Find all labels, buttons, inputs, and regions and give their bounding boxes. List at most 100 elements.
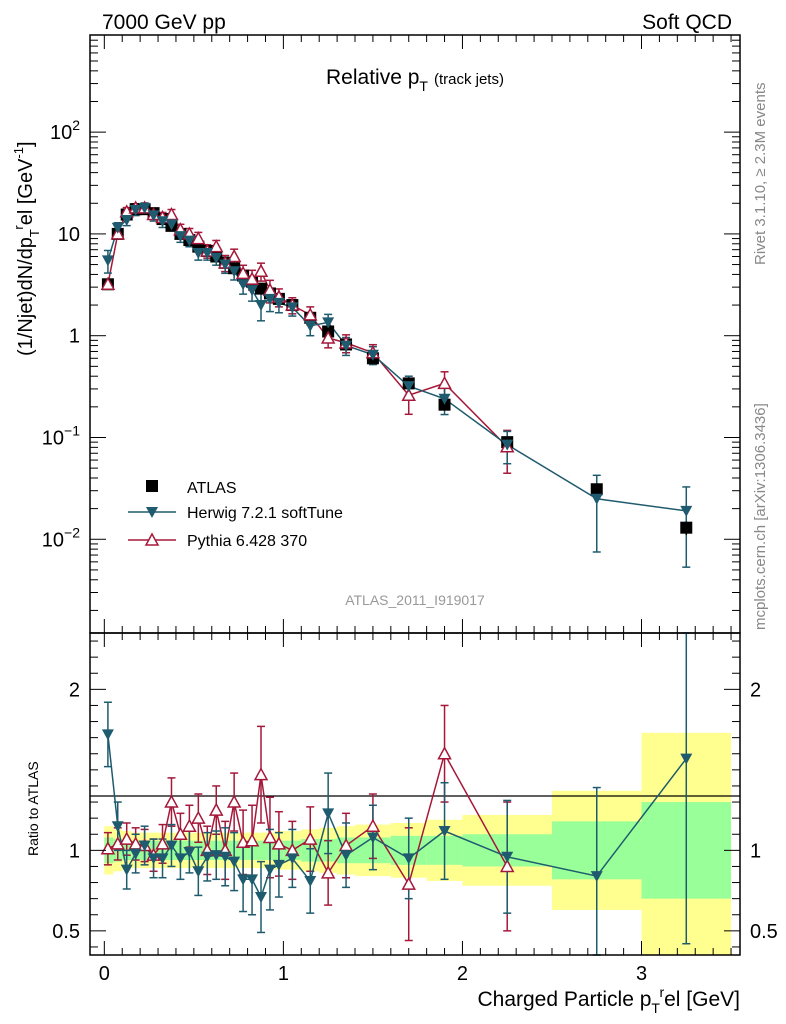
- legend-pythia-marker: [144, 532, 160, 546]
- herwig-ratio-point: [101, 729, 114, 741]
- herwig-ratio-point: [590, 871, 603, 883]
- x-axis-label: Charged Particle pTrel [GeV]: [477, 984, 740, 1016]
- herwig-ratio-point: [501, 851, 514, 863]
- rivet-label: Rivet 3.1.10, ≥ 2.3M events: [752, 83, 769, 266]
- herwig-point: [255, 300, 268, 312]
- herwig-point: [263, 293, 276, 305]
- legend-atlas-marker: [146, 480, 158, 492]
- pythia-ratio-point: [365, 818, 381, 832]
- herwig-ratio-point: [322, 808, 335, 820]
- ratio-y-tick-label: 1: [69, 840, 80, 862]
- y-axis-label: (1/Njet)dN/dpTrel [GeV-1]: [11, 141, 42, 356]
- ratio-y-tick-label-right: 0.5: [750, 921, 778, 943]
- category-label: Soft QCD: [642, 11, 732, 34]
- y-tick-label: 10: [58, 224, 80, 246]
- pythia-point: [437, 375, 452, 390]
- herwig-point: [340, 340, 353, 352]
- herwig-point: [210, 252, 223, 264]
- atlas-point: [255, 282, 268, 295]
- x-tick-label: 0: [99, 963, 110, 985]
- herwig-point: [402, 381, 415, 393]
- herwig-ratio-point: [183, 846, 196, 858]
- herwig-point: [237, 279, 250, 291]
- atlas-point: [680, 521, 693, 534]
- herwig-point: [366, 349, 379, 361]
- ratio-y-tick-label-right: 2: [750, 679, 761, 701]
- pythia-line: [107, 207, 508, 448]
- herwig-point: [101, 255, 114, 267]
- ratio-panel: 0 1 2 3 2 2 1 1 0.5 0.5 Ratio to ATLAS Charged Pa…: [25, 632, 778, 1016]
- pythia-ratio-point: [499, 858, 515, 873]
- plot-title: Relative pT (track jets): [326, 66, 504, 94]
- pythia-point: [401, 387, 416, 401]
- pythia-ratio-point: [253, 767, 269, 781]
- band-green: [256, 840, 266, 861]
- main-ticks: 102 10 1 10−1 10−2: [42, 34, 740, 633]
- pythia-point: [302, 307, 318, 321]
- herwig-ratio-point: [263, 864, 276, 876]
- herwig-ratio-point: [340, 850, 353, 862]
- source-label: mcplots.cern.ch [arXiv:1306.3436]: [752, 403, 769, 630]
- ratio-y-tick-label-right: 1: [750, 840, 761, 862]
- herwig-point: [120, 214, 133, 226]
- legend-atlas-label: ATLAS: [187, 480, 237, 497]
- legend-pythia-label: Pythia 6.428 370: [187, 533, 307, 550]
- pythia-point: [208, 239, 224, 253]
- herwig-ratio-point: [165, 840, 178, 852]
- herwig-ratio-point: [147, 853, 160, 865]
- pythia-ratio-point: [302, 831, 318, 845]
- herwig-ratio-point: [286, 853, 299, 865]
- pythia-ratio-point: [155, 836, 170, 850]
- pythia-point: [100, 276, 116, 291]
- y-tick-label: 10−2: [42, 524, 80, 551]
- x-tick-label: 3: [636, 963, 647, 985]
- herwig-ratio-point: [402, 853, 415, 865]
- herwig-ratio-point: [304, 875, 317, 887]
- herwig-point: [286, 302, 299, 314]
- ratio-y-axis-label: Ratio to ATLAS: [25, 761, 41, 856]
- herwig-point: [147, 210, 160, 222]
- atlas-point: [590, 483, 603, 496]
- herwig-point: [304, 320, 317, 332]
- herwig-ratio-point: [272, 859, 285, 871]
- herwig-point: [174, 231, 187, 243]
- energy-label: 7000 GeV pp: [102, 11, 226, 34]
- pythia-ratio-point: [164, 794, 179, 808]
- herwig-point: [156, 216, 169, 228]
- herwig-point: [246, 285, 259, 297]
- herwig-point: [138, 202, 151, 214]
- herwig-ratio-point: [237, 874, 250, 886]
- pythia-ratio-point: [208, 802, 224, 816]
- herwig-point: [201, 247, 214, 259]
- herwig-ratio-point: [246, 874, 259, 886]
- herwig-point: [272, 297, 285, 309]
- y-tick-label: 1: [69, 326, 80, 348]
- pythia-ratio-point: [191, 810, 206, 824]
- herwig-ratio-point: [120, 864, 133, 876]
- main-marks: [100, 200, 693, 568]
- herwig-ratio-point: [680, 753, 693, 765]
- herwig-point: [322, 317, 335, 329]
- herwig-ratio-point: [129, 848, 142, 860]
- ratio-y-tick-label: 2: [69, 679, 80, 701]
- herwig-ratio-point: [156, 853, 169, 865]
- pythia-ratio-point: [271, 836, 287, 850]
- ratio-frame: [89, 632, 741, 956]
- pythia-point: [226, 248, 242, 263]
- herwig-point: [183, 235, 196, 247]
- ratio-marks: [100, 632, 693, 956]
- legend: ATLAS Herwig 7.2.1 softTune Pythia 6.428…: [128, 480, 343, 550]
- herwig-point: [438, 393, 451, 405]
- pythia-ratio-point: [320, 865, 336, 879]
- herwig-ratio-point: [174, 853, 187, 865]
- analysis-label: ATLAS_2011_I919017: [345, 592, 485, 608]
- herwig-ratio-point: [111, 821, 124, 833]
- ratio-ticks: 0 1 2 3 2 2 1 1 0.5 0.5: [52, 633, 778, 985]
- ratio-y-tick-label: 0.5: [52, 921, 80, 943]
- legend-herwig-label: Herwig 7.2.1 softTune: [187, 505, 343, 522]
- y-tick-label: 10−1: [42, 422, 80, 449]
- y-tick-label: 102: [50, 117, 80, 144]
- herwig-ratio-point: [138, 840, 151, 852]
- pythia-ratio-point: [100, 841, 116, 855]
